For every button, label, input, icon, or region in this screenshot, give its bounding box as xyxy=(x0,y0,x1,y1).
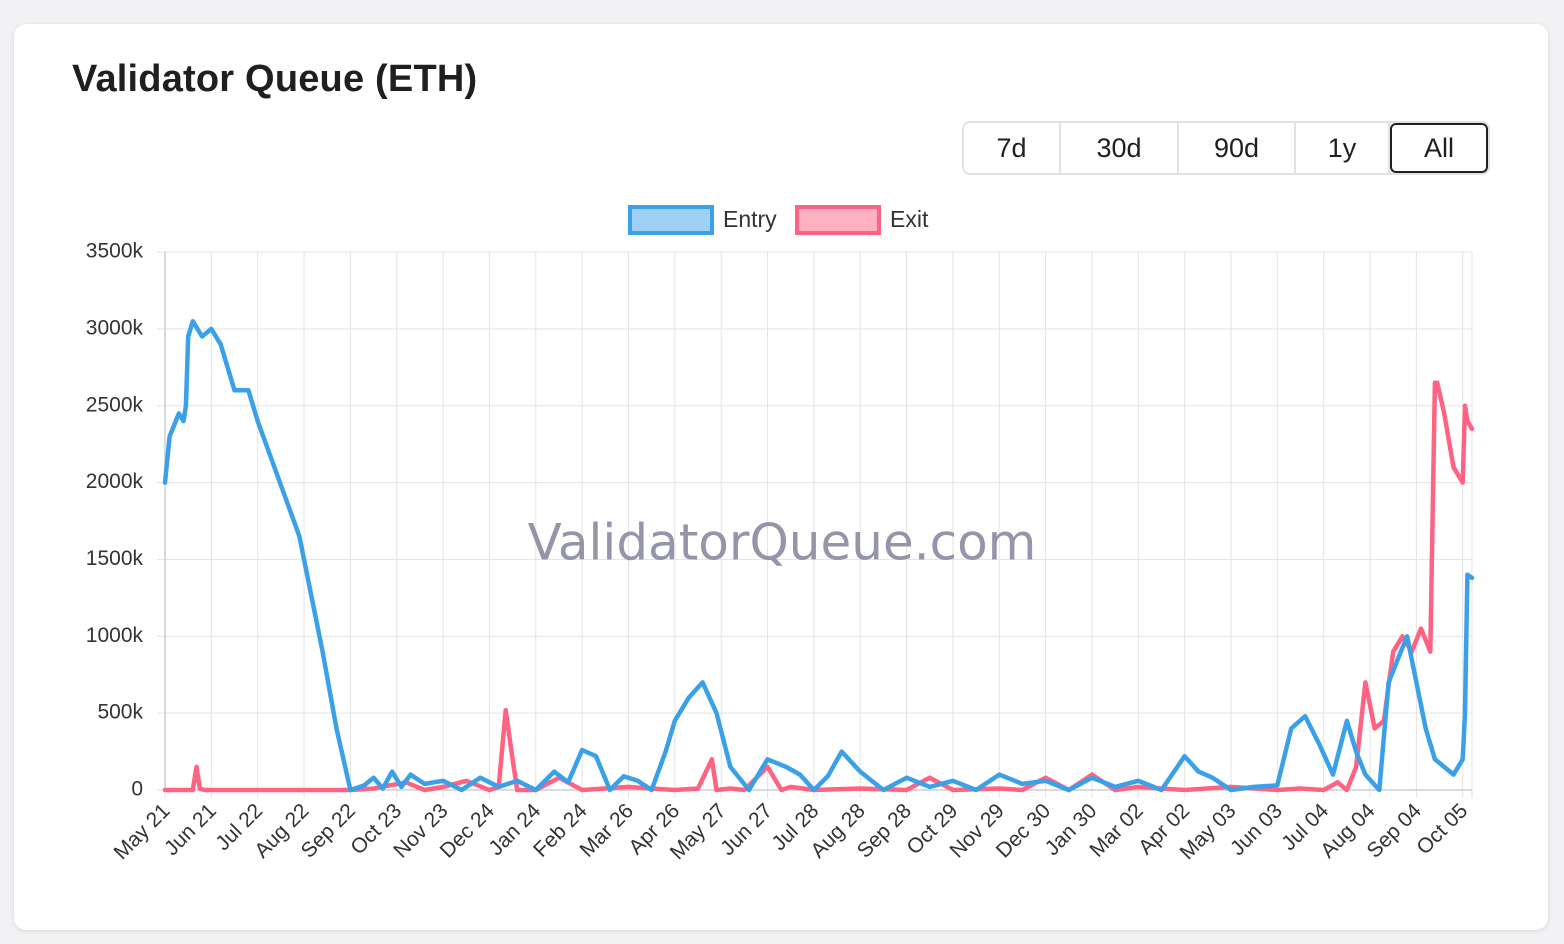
y-tick-label: 500k xyxy=(97,701,143,724)
legend-swatch-exit[interactable] xyxy=(795,205,881,235)
range-90d-button[interactable]: 90d xyxy=(1179,123,1296,173)
series-line-entry xyxy=(162,318,1475,793)
chart-legend[interactable]: Entry Exit xyxy=(628,205,929,235)
range-selector: 7d 30d 90d 1y All xyxy=(962,121,1490,175)
chart-card: Validator Queue (ETH) 7d 30d 90d 1y All xyxy=(14,24,1548,930)
page-title: Validator Queue (ETH) xyxy=(72,58,478,100)
y-tick-label: 1000k xyxy=(86,624,144,647)
watermark-text: ValidatorQueue.com xyxy=(528,514,1037,572)
series-line-exit xyxy=(162,380,1475,793)
range-all-button[interactable]: All xyxy=(1390,123,1488,173)
range-7d-button[interactable]: 7d xyxy=(964,123,1061,173)
y-tick-label: 3000k xyxy=(86,316,144,339)
x-tick-label: Jun 03 xyxy=(1226,799,1287,860)
y-tick-label: 2000k xyxy=(86,470,144,493)
chart-series xyxy=(162,318,1475,793)
legend-label-entry[interactable]: Entry xyxy=(723,206,777,232)
y-tick-label: 2500k xyxy=(86,393,144,416)
x-tick-label: Jun 21 xyxy=(160,799,221,860)
legend-label-exit[interactable]: Exit xyxy=(890,206,929,232)
range-1y-button[interactable]: 1y xyxy=(1296,123,1390,173)
x-tick-label: Mar 26 xyxy=(576,799,638,861)
legend-swatch-entry[interactable] xyxy=(628,205,714,235)
x-tick-label: May 21 xyxy=(110,799,175,864)
range-30d-button[interactable]: 30d xyxy=(1061,123,1179,173)
x-tick-label: Jun 27 xyxy=(716,799,777,860)
y-tick-label: 1500k xyxy=(86,547,144,570)
y-tick-label: 0 xyxy=(131,778,143,801)
y-tick-label: 3500k xyxy=(86,240,144,263)
x-tick-label: Oct 05 xyxy=(1412,799,1472,859)
x-tick-label: Mar 02 xyxy=(1085,799,1147,861)
